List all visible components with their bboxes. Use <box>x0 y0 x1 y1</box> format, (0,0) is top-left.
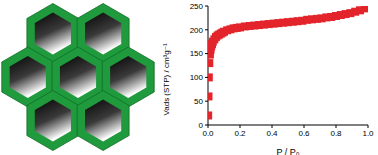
svg-text:0.8: 0.8 <box>330 129 342 138</box>
svg-text:250: 250 <box>190 2 204 11</box>
svg-text:0.4: 0.4 <box>266 129 278 138</box>
svg-text:100: 100 <box>190 73 204 82</box>
svg-text:Vads (STP) / cm³g⁻¹: Vads (STP) / cm³g⁻¹ <box>162 43 171 115</box>
svg-text:P / P₀: P / P₀ <box>276 147 299 155</box>
svg-text:0: 0 <box>199 121 204 130</box>
svg-text:200: 200 <box>190 26 204 35</box>
svg-text:50: 50 <box>194 97 203 106</box>
svg-text:1.0: 1.0 <box>362 129 370 138</box>
svg-text:0.0: 0.0 <box>202 129 214 138</box>
svg-text:0.2: 0.2 <box>234 129 246 138</box>
svg-text:0.6: 0.6 <box>298 129 310 138</box>
svg-text:150: 150 <box>190 49 204 58</box>
